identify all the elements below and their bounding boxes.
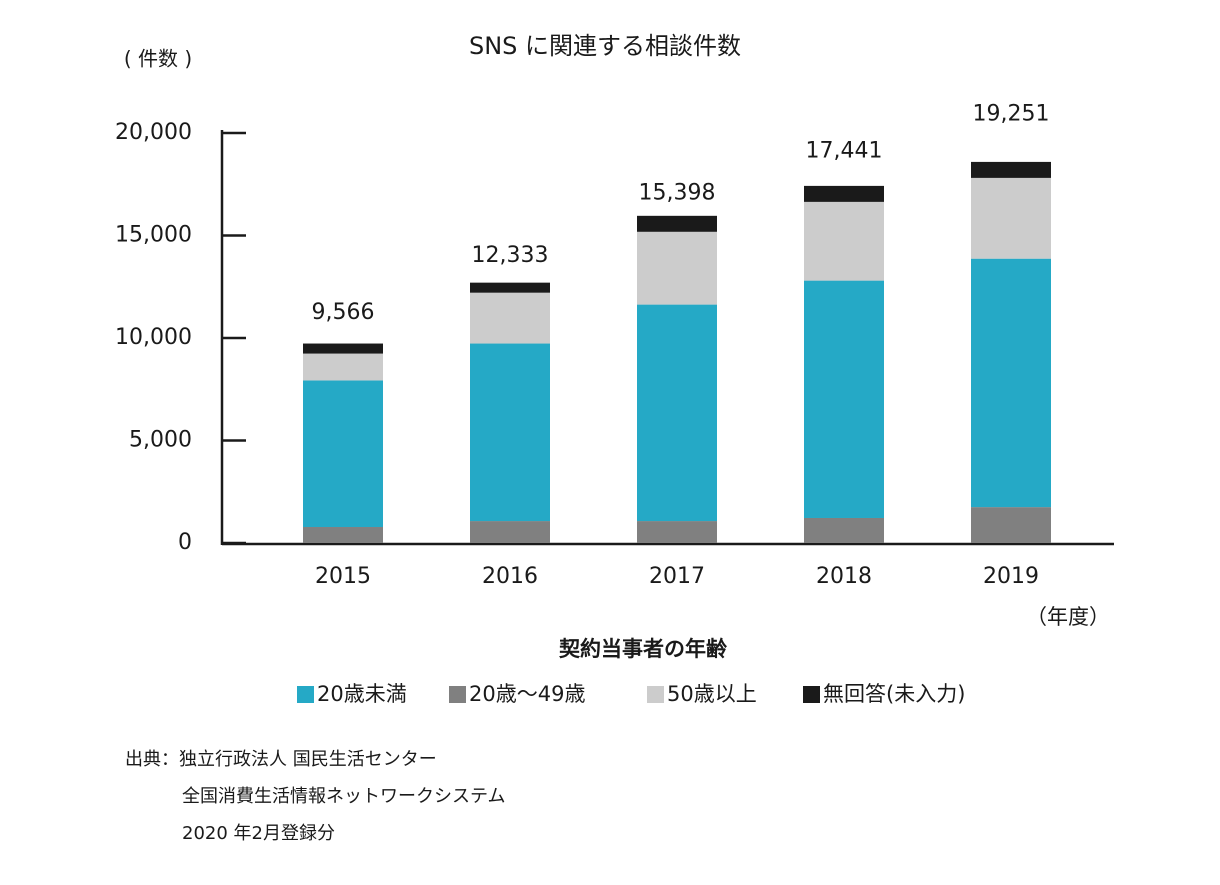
total-label: 17,441 <box>806 138 883 163</box>
legend-swatch <box>297 686 314 703</box>
bar-segment <box>303 353 383 381</box>
total-label: 9,566 <box>312 300 375 325</box>
legend-swatch <box>449 686 466 703</box>
y-tick-label: 5,000 <box>129 428 192 453</box>
chart-title: SNS に関連する相談件数 <box>469 32 741 60</box>
bar-segment <box>303 343 383 354</box>
y-tick-label: 10,000 <box>115 325 192 350</box>
x-tick-label: 2019 <box>983 564 1039 589</box>
bar-segment <box>971 258 1051 508</box>
source-line: 2020 年2月登録分 <box>182 823 335 844</box>
bar-segment <box>971 507 1051 543</box>
bar-segment <box>470 521 550 543</box>
bar-segment <box>637 304 717 522</box>
bar-segment <box>971 161 1051 178</box>
legend-label: 50歳以上 <box>667 682 757 706</box>
bar-segment <box>637 231 717 305</box>
source-line: 出典：独立行政法人 国民生活センター <box>125 749 437 770</box>
total-label: 12,333 <box>472 243 549 268</box>
y-tick-label: 0 <box>178 530 192 555</box>
x-tick-label: 2015 <box>315 564 371 589</box>
total-label: 15,398 <box>639 180 716 205</box>
legend-label: 20歳未満 <box>317 682 407 706</box>
x-tick-label: 2016 <box>482 564 538 589</box>
bar-segment <box>804 517 884 543</box>
y-tick-label: 20,000 <box>115 120 192 145</box>
legend-label: 20歳～49歳 <box>469 682 585 706</box>
legend-title: 契約当事者の年齢 <box>558 637 728 661</box>
bar-segment <box>971 177 1051 259</box>
bar-segment <box>637 215 717 232</box>
x-unit: （年度） <box>1026 605 1110 629</box>
bar-segment <box>804 280 884 518</box>
y-unit: ( 件数 ) <box>124 47 192 71</box>
bar-segment <box>804 201 884 281</box>
x-tick-label: 2017 <box>649 564 705 589</box>
bar-segment <box>637 521 717 543</box>
bar-segment <box>303 380 383 528</box>
legend-swatch <box>647 686 664 703</box>
bar-segment <box>470 282 550 293</box>
total-label: 19,251 <box>973 101 1050 126</box>
bar-segment <box>470 292 550 344</box>
bar-segment <box>804 185 884 202</box>
bar-segment <box>470 343 550 522</box>
bar-segment <box>303 527 383 543</box>
y-tick-label: 15,000 <box>115 223 192 248</box>
legend-swatch <box>803 686 820 703</box>
legend-label: 無回答(未入力) <box>823 682 965 706</box>
source-line: 全国消費生活情報ネットワークシステム <box>182 786 505 807</box>
x-tick-label: 2018 <box>816 564 872 589</box>
